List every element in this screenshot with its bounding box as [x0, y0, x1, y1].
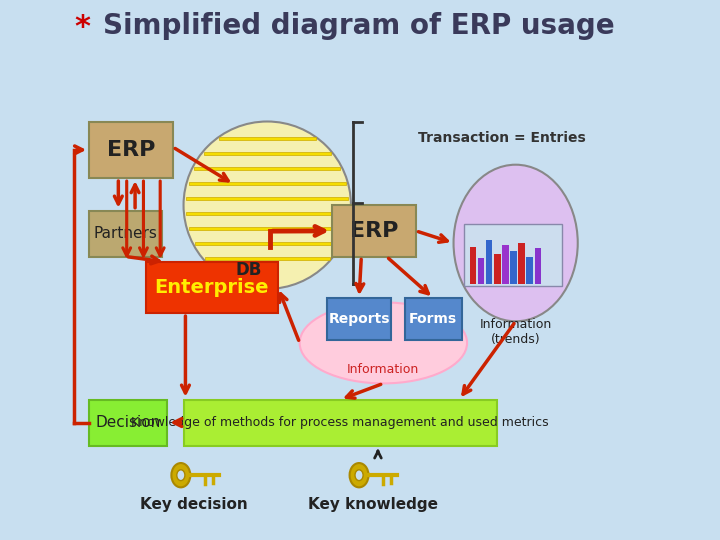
Bar [186, 197, 348, 200]
Bar [518, 243, 525, 284]
Text: Forms: Forms [409, 312, 457, 326]
Text: Information: Information [347, 363, 420, 376]
Bar [526, 256, 533, 284]
Ellipse shape [454, 165, 577, 321]
Bar [534, 248, 541, 284]
Text: Simplified diagram of ERP usage: Simplified diagram of ERP usage [102, 12, 614, 40]
Ellipse shape [177, 470, 185, 481]
Bar [89, 122, 173, 178]
Text: Enterprise: Enterprise [155, 278, 269, 297]
Text: Key decision: Key decision [140, 497, 248, 512]
Text: Partners: Partners [94, 226, 158, 241]
Bar [510, 251, 517, 284]
Bar [189, 227, 345, 230]
Bar [478, 258, 485, 284]
Ellipse shape [171, 463, 190, 487]
Ellipse shape [350, 463, 369, 487]
Text: DB: DB [235, 261, 261, 279]
Text: *: * [74, 14, 90, 43]
Bar [502, 245, 508, 284]
Bar [494, 254, 500, 284]
Text: Information
(trends): Information (trends) [480, 318, 552, 346]
Ellipse shape [300, 302, 467, 383]
Bar [332, 205, 415, 256]
Bar [205, 257, 330, 260]
Bar [195, 242, 339, 245]
Bar [469, 247, 476, 284]
Bar [186, 212, 348, 215]
Bar [145, 262, 278, 313]
Bar [194, 167, 340, 170]
Bar [464, 224, 562, 286]
Bar [327, 298, 392, 340]
Text: ERP: ERP [350, 221, 398, 241]
Bar [204, 152, 331, 155]
Bar [89, 211, 162, 256]
Text: Decision: Decision [96, 415, 161, 430]
Bar [405, 298, 462, 340]
Ellipse shape [355, 470, 363, 481]
Text: Transaction = Entries: Transaction = Entries [418, 131, 586, 145]
Bar [486, 240, 492, 284]
Ellipse shape [184, 122, 351, 289]
Text: Key knowledge: Key knowledge [307, 497, 438, 512]
Bar [219, 137, 316, 140]
Text: ERP: ERP [107, 140, 155, 160]
Text: Knowledge of methods for process management and used metrics: Knowledge of methods for process managem… [131, 416, 549, 429]
Bar [89, 400, 167, 446]
Text: Reports: Reports [328, 312, 390, 326]
Bar [184, 400, 497, 446]
Bar [189, 182, 346, 185]
